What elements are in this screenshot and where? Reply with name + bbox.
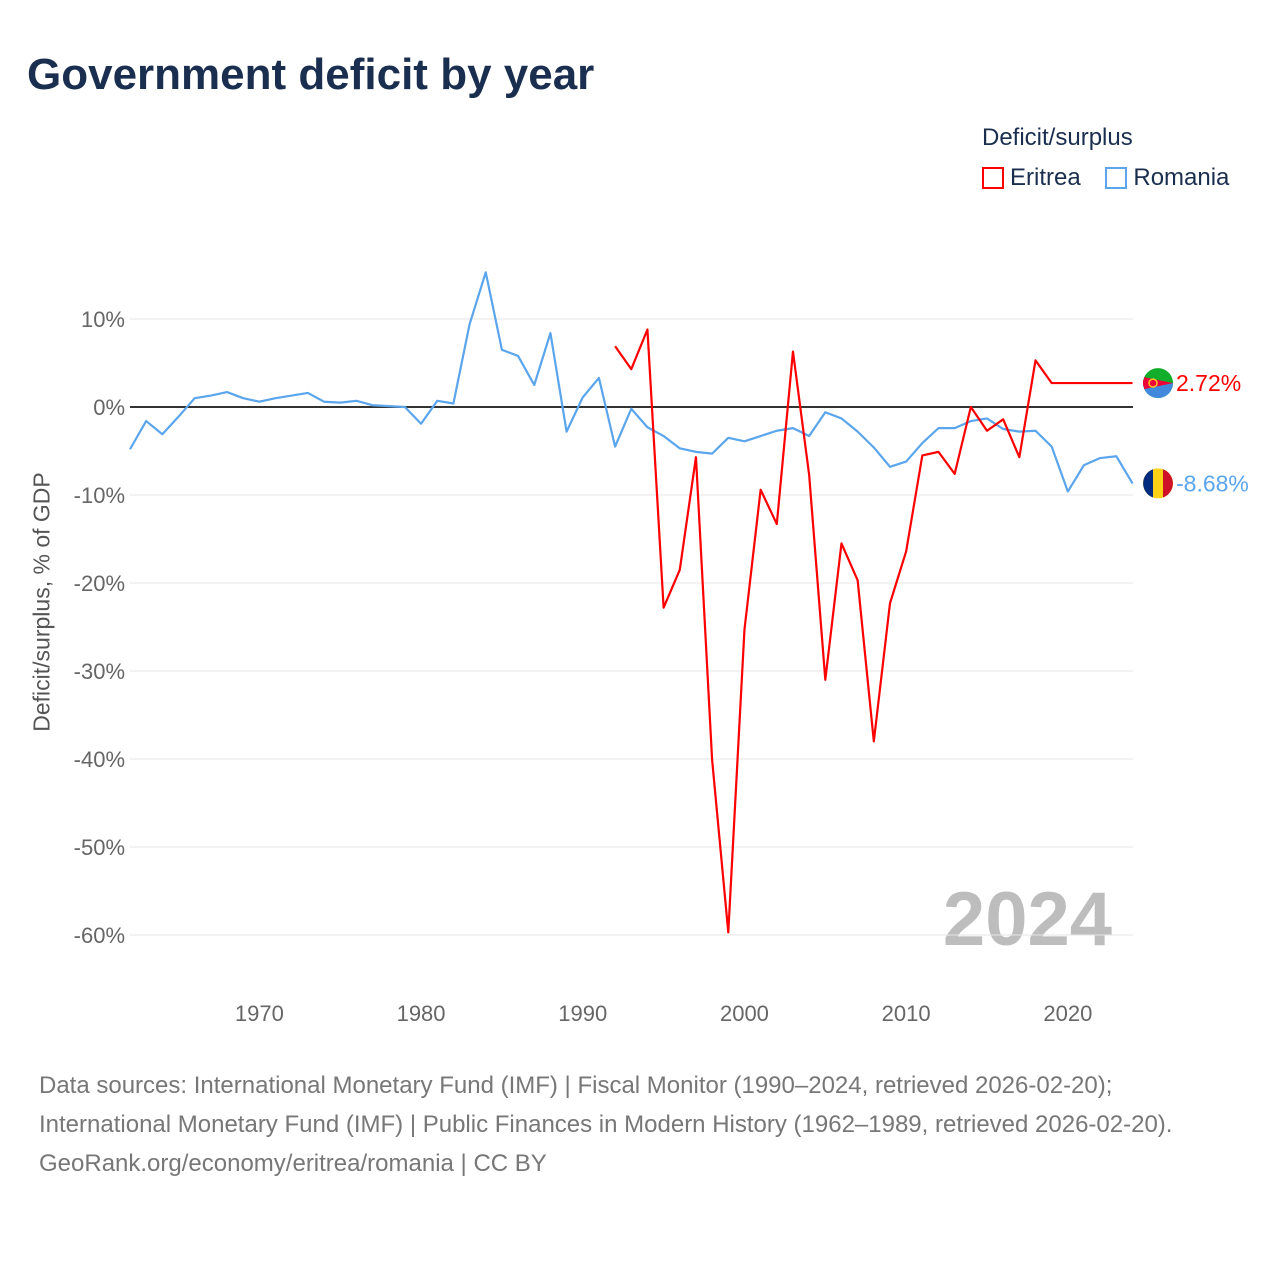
y-tick-label: -40% xyxy=(74,747,125,772)
legend-item-romania[interactable]: Romania xyxy=(1105,164,1229,192)
flag-stripe xyxy=(1143,469,1153,498)
credit-link[interactable]: GeoRank.org/economy/eritrea/romania | CC… xyxy=(39,1150,547,1177)
legend-swatch xyxy=(982,167,1004,189)
flag-stripe xyxy=(1163,469,1173,498)
x-tick-label: 2010 xyxy=(882,1001,931,1026)
legend-item-eritrea[interactable]: Eritrea xyxy=(982,164,1081,192)
series-line-eritrea xyxy=(614,328,1133,934)
legend-swatch xyxy=(1105,167,1128,189)
data-sources: Data sources: International Monetary Fun… xyxy=(39,1072,1173,1138)
y-tick-label: -50% xyxy=(74,835,125,860)
legend-title: Deficit/surplus xyxy=(982,124,1133,151)
end-label-eritrea: 2.72% xyxy=(1176,370,1241,396)
x-tick-label: 1990 xyxy=(558,1001,607,1026)
y-tick-label: -10% xyxy=(74,483,125,508)
y-tick-label: -60% xyxy=(74,923,125,948)
y-tick-label: -20% xyxy=(74,571,125,596)
x-tick-label: 2000 xyxy=(720,1001,769,1026)
y-tick-label: 10% xyxy=(81,307,125,332)
x-tick-label: 1980 xyxy=(397,1001,446,1026)
footer: Data sources: International Monetary Fun… xyxy=(39,1066,1239,1183)
y-axis-label: Deficit/surplus, % of GDP xyxy=(28,472,55,732)
x-tick-label: 1970 xyxy=(235,1001,284,1026)
chart-plot: 2024 10% 0% -10% -20% -30% -40% -50% -60% 1970 198… xyxy=(74,271,1249,1026)
series-line-romania xyxy=(129,271,1134,493)
end-label-romania: -8.68% xyxy=(1176,470,1249,496)
chart-title: Government deficit by year xyxy=(27,50,595,99)
year-watermark: 2024 xyxy=(943,877,1112,962)
legend-label: Romania xyxy=(1133,164,1230,191)
legend: Deficit/surplus Eritrea Romania xyxy=(982,124,1229,196)
y-tick-label: -30% xyxy=(74,659,125,684)
flag-emblem xyxy=(1148,378,1158,388)
legend-label: Eritrea xyxy=(1010,164,1081,191)
y-tick-label: 0% xyxy=(93,395,125,420)
x-tick-label: 2020 xyxy=(1043,1001,1092,1026)
